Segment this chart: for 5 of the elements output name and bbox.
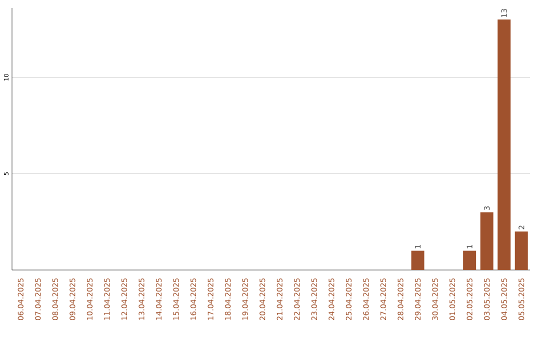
bar <box>480 212 494 270</box>
bar <box>463 250 476 270</box>
bar <box>514 231 528 270</box>
bar <box>411 250 424 270</box>
bar <box>498 20 511 270</box>
